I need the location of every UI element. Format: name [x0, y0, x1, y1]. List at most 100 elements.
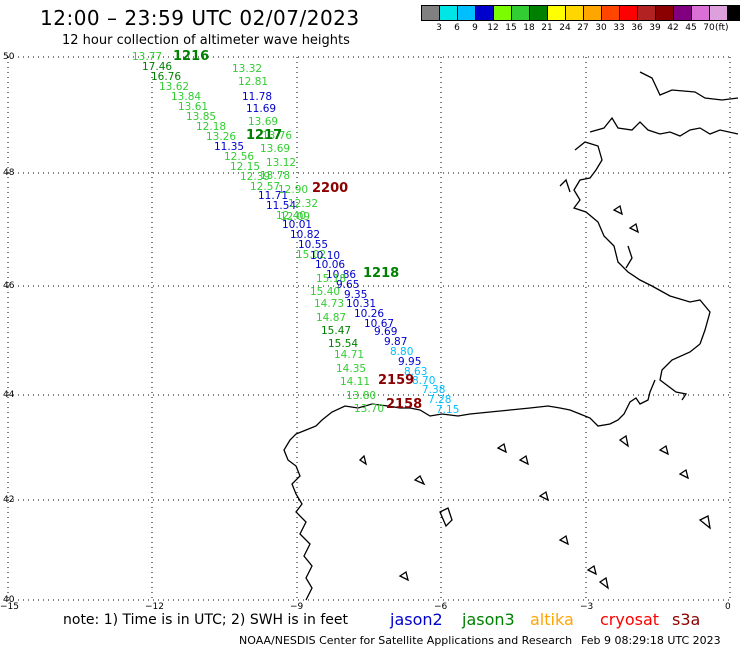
wave-height-value: 15.47 [321, 325, 352, 337]
color-scale-label: 6 [454, 23, 460, 33]
wave-height-value: 11.71 [258, 190, 289, 202]
wave-height-value: 7.28 [428, 394, 452, 406]
color-scale-label: 24 [559, 23, 571, 33]
color-scale-label: 15 [505, 23, 517, 33]
y-axis-tick-label: 48 [3, 168, 15, 178]
wave-height-value: 12.57 [250, 181, 281, 193]
color-swatch [601, 5, 619, 21]
wave-height-value: 13.84 [171, 91, 202, 103]
lat-lon-grid [7, 56, 731, 601]
color-swatch [421, 5, 439, 21]
wave-height-value: 12.81 [238, 76, 269, 88]
color-swatch [547, 5, 565, 21]
y-axis-tick-label: 46 [3, 281, 15, 291]
wave-height-value: 8.70 [412, 375, 436, 387]
color-scale-unit: (ft) [715, 23, 729, 33]
wave-height-value: 13.61 [178, 101, 209, 113]
color-scale-label: 9 [472, 23, 478, 33]
pass-time-label: 2159 [378, 373, 415, 388]
pass-time-label: 1216 [173, 49, 210, 64]
wave-height-value: 13.12 [266, 157, 297, 169]
wave-height-value: 10.01 [282, 219, 313, 231]
satellite-legend-altika: altika [530, 610, 574, 629]
wave-height-value: 10.31 [346, 298, 377, 310]
wave-height-value: 10.86 [326, 269, 357, 281]
color-swatch [475, 5, 493, 21]
color-scale-label: 18 [523, 23, 535, 33]
wave-height-value: 11.78 [242, 91, 273, 103]
color-swatch [511, 5, 529, 21]
wave-height-value: 8.63 [404, 366, 428, 378]
wave-height-value: 15.54 [328, 338, 359, 350]
x-axis-tick-label: −15 [0, 602, 19, 612]
wave-height-value: 12.56 [224, 151, 255, 163]
color-swatch [457, 5, 475, 21]
color-swatch [565, 5, 583, 21]
wave-height-value: 10.55 [298, 239, 329, 251]
credit-line: NOAA/NESDIS Center for Satellite Applica… [239, 634, 573, 647]
color-scale-label: 39 [649, 23, 661, 33]
wave-height-value: 13.77 [132, 51, 163, 63]
wave-height-value: 17.46 [142, 61, 173, 73]
color-swatch [619, 5, 637, 21]
wave-height-value: 13.85 [186, 111, 217, 123]
satellite-legend-s3a: s3a [672, 610, 701, 629]
wave-height-value: 9.87 [384, 336, 408, 348]
x-axis-tick-label: −9 [290, 602, 304, 612]
wave-height-value: 15.18 [316, 273, 347, 285]
wave-height-value: 9.65 [336, 279, 360, 291]
color-swatch [493, 5, 511, 21]
wave-height-value: 12.32 [288, 198, 319, 210]
satellite-legend-jason3: jason3 [462, 610, 515, 629]
wave-height-value: 13.78 [260, 170, 291, 182]
color-scale-label: 36 [631, 23, 643, 33]
color-scale-label: 45 [685, 23, 697, 33]
y-axis-tick-label: 42 [3, 495, 15, 505]
wave-height-value: 13.26 [206, 131, 237, 143]
color-scale-label: 27 [577, 23, 589, 33]
color-scale-label: 3 [436, 23, 442, 33]
wave-height-value: 12.18 [196, 121, 227, 133]
y-axis-tick-label: 40 [3, 595, 15, 605]
wave-height-value: 14.87 [316, 312, 347, 324]
wave-height-value: 14.11 [340, 376, 371, 388]
color-swatch [709, 5, 727, 21]
wave-height-value: 9.35 [344, 289, 368, 301]
wave-height-value: 15.40 [310, 286, 341, 298]
wave-height-value: 10.26 [354, 308, 385, 320]
coastline [283, 71, 739, 601]
wave-height-value: 10.06 [315, 259, 346, 271]
pass-time-label: 2200 [312, 181, 349, 196]
wave-height-value: 10.10 [310, 250, 341, 262]
wave-height-value: 12.15 [230, 161, 261, 173]
x-axis-tick-label: −12 [145, 602, 164, 612]
color-scale-label: 33 [613, 23, 625, 33]
wave-height-value: 7.38 [422, 384, 446, 396]
wave-height-value: 11.54 [266, 200, 297, 212]
satellite-legend-jason2: jason2 [390, 610, 443, 629]
y-axis-tick-label: 44 [3, 390, 15, 400]
wave-height-value: 9.69 [374, 326, 398, 338]
page-title: 12:00 – 23:59 UTC 02/07/2023 [40, 6, 360, 30]
wave-height-value: 13.69 [260, 143, 291, 155]
wave-height-value: 14.73 [314, 298, 345, 310]
x-axis-tick-label: −3 [580, 602, 594, 612]
color-scale-label: 30 [595, 23, 607, 33]
wave-height-value: 13.80 [346, 390, 377, 402]
wave-height-value: 16.76 [151, 71, 182, 83]
pass-time-label: 2158 [386, 397, 423, 412]
wave-height-value: 11.69 [246, 103, 277, 115]
wave-height-value: 10.67 [364, 318, 395, 330]
color-swatch [583, 5, 601, 21]
color-scale-label: 70 [703, 23, 715, 33]
color-swatch [691, 5, 709, 21]
footer-note: note: 1) Time is in UTC; 2) SWH is in fe… [63, 612, 349, 628]
wave-height-value: 14.71 [334, 349, 365, 361]
color-swatch [727, 5, 740, 21]
wave-height-value: 13.70 [354, 403, 385, 415]
wave-height-value: 10.82 [290, 229, 321, 241]
wave-height-value: 12.09 [280, 211, 311, 223]
wave-height-value: 12.39 [240, 171, 271, 183]
color-scale-label: 21 [541, 23, 553, 33]
